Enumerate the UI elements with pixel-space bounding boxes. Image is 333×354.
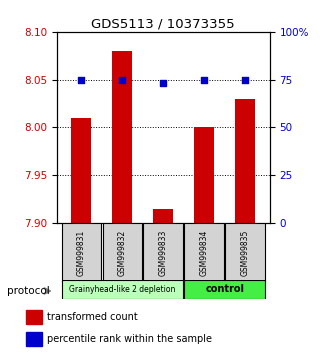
Bar: [194, 127, 214, 223]
Title: GDS5113 / 10373355: GDS5113 / 10373355: [91, 18, 235, 31]
FancyBboxPatch shape: [184, 280, 265, 299]
Bar: [112, 51, 133, 223]
Text: GSM999835: GSM999835: [241, 230, 250, 276]
Bar: [26, 310, 42, 324]
Text: GSM999833: GSM999833: [159, 230, 168, 276]
Point: [242, 77, 248, 82]
Text: percentile rank within the sample: percentile rank within the sample: [47, 334, 211, 344]
FancyBboxPatch shape: [144, 223, 183, 283]
Text: Grainyhead-like 2 depletion: Grainyhead-like 2 depletion: [69, 285, 175, 294]
FancyBboxPatch shape: [62, 280, 183, 299]
Bar: [71, 118, 92, 223]
Text: control: control: [205, 284, 244, 295]
Bar: [26, 332, 42, 346]
FancyBboxPatch shape: [225, 223, 265, 283]
Point: [161, 81, 166, 86]
Point: [79, 77, 84, 82]
Point: [120, 77, 125, 82]
Point: [201, 77, 207, 82]
Text: GSM999831: GSM999831: [77, 230, 86, 276]
Text: protocol: protocol: [7, 286, 49, 296]
Text: GSM999834: GSM999834: [200, 230, 209, 276]
FancyBboxPatch shape: [62, 223, 101, 283]
Text: transformed count: transformed count: [47, 312, 138, 322]
Bar: [153, 209, 173, 223]
FancyBboxPatch shape: [184, 223, 224, 283]
Text: GSM999832: GSM999832: [118, 230, 127, 276]
FancyBboxPatch shape: [103, 223, 142, 283]
Bar: [235, 99, 255, 223]
